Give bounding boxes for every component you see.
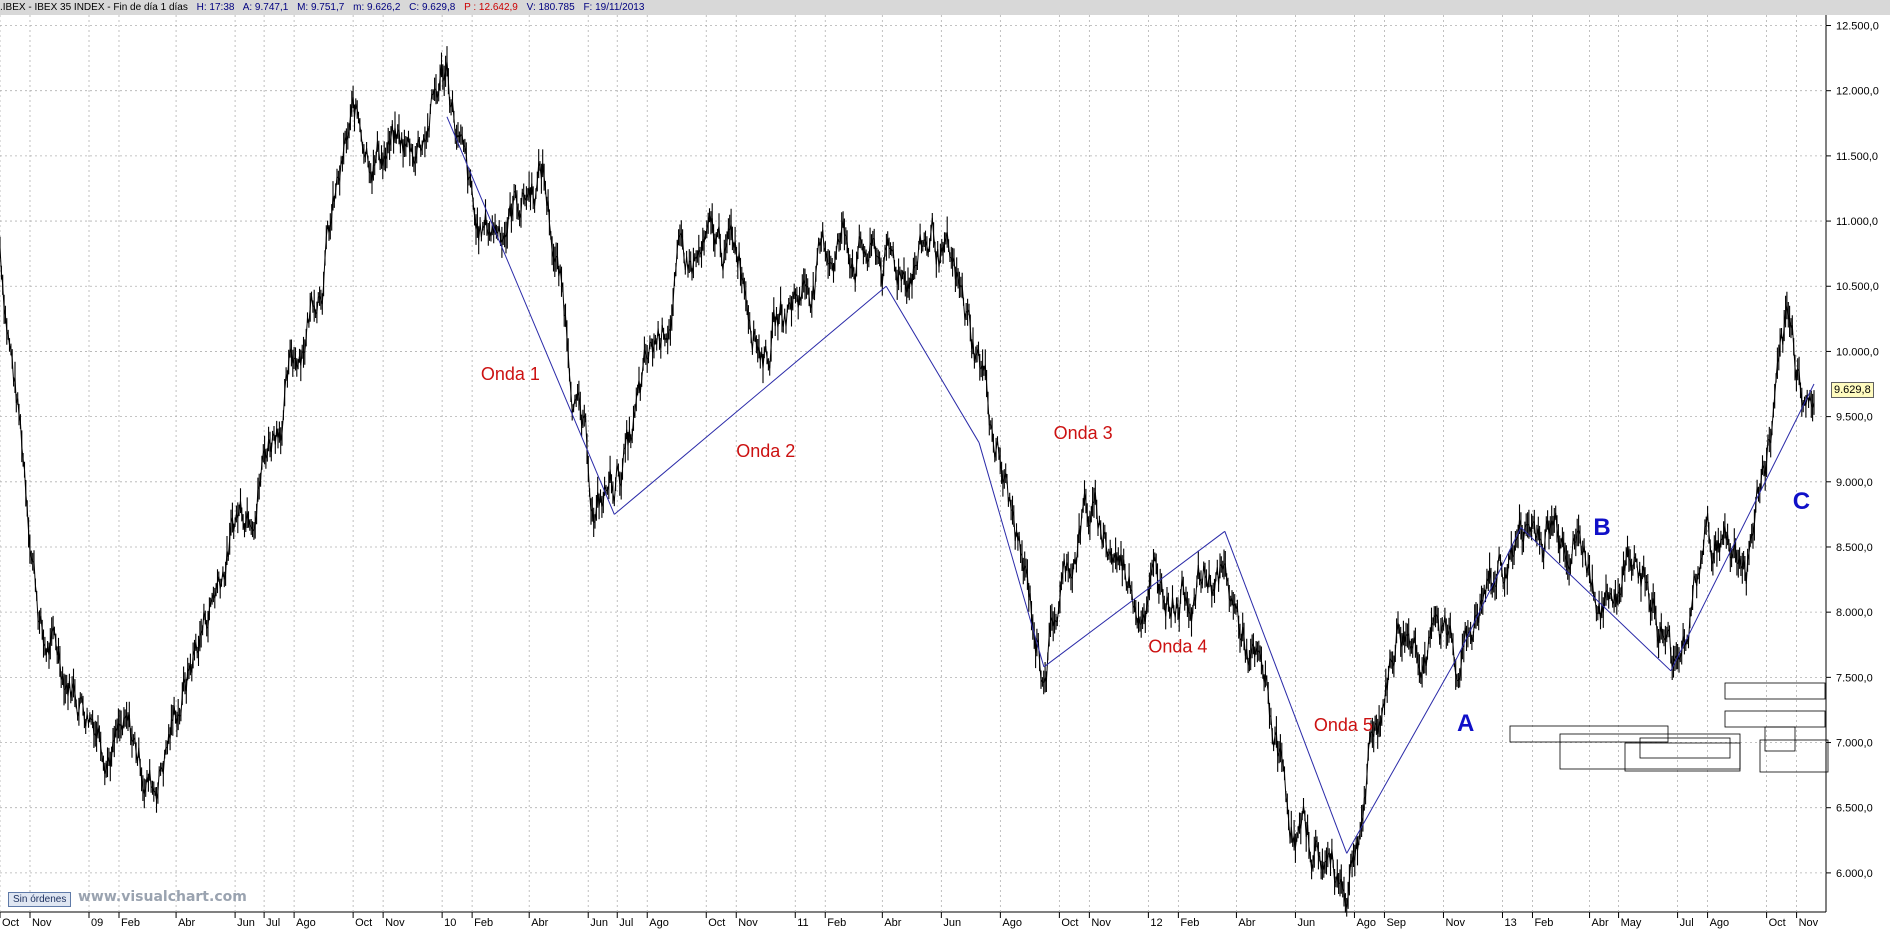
orders-button[interactable]: Sin órdenes — [8, 892, 72, 907]
x-tick-label: Nov — [385, 917, 405, 929]
wave-label: Onda 5 — [1314, 715, 1373, 735]
x-tick-label: Abr — [1238, 917, 1255, 929]
x-tick-label: Jun — [1297, 917, 1315, 929]
y-tick-label: 11.000,0 — [1836, 216, 1878, 228]
wave-label: Onda 3 — [1054, 423, 1113, 443]
x-tick-label: Feb — [1534, 917, 1553, 929]
y-tick-label: 10.000,0 — [1836, 346, 1879, 358]
hour-value: H: 17:38 — [196, 2, 235, 13]
date-value: F: 19/11/2013 — [583, 2, 645, 13]
elliott-wave-line — [1456, 527, 1522, 659]
drawing-object-box — [1624, 742, 1741, 772]
abc-wave-label: B — [1593, 514, 1610, 541]
elliott-wave-line — [446, 116, 615, 515]
chart-header: .IBEX - IBEX 35 INDEX - Fin de día 1 día… — [0, 0, 1890, 16]
drawing-object-box — [1639, 737, 1731, 759]
x-tick-label: Nov — [1445, 917, 1465, 929]
x-tick-label: Abr — [531, 917, 548, 929]
wave-label: Onda 4 — [1148, 637, 1207, 657]
x-tick-label: Abr — [884, 917, 901, 929]
abc-wave-label: A — [1457, 710, 1474, 737]
x-tick-label: Feb — [1180, 917, 1199, 929]
x-tick-label: Sep — [1386, 917, 1406, 929]
x-tick-label: Ago — [1002, 917, 1022, 929]
x-tick-label: Abr — [178, 917, 195, 929]
x-tick-label: Ago — [1710, 917, 1730, 929]
y-tick-label: 9.500,0 — [1836, 412, 1873, 424]
open-value: A: 9.747,1 — [242, 2, 289, 13]
y-tick-label: 12.500,0 — [1836, 21, 1879, 33]
x-tick-label: Abr — [1592, 917, 1609, 929]
x-tick-label: 10 — [444, 917, 456, 929]
elliott-wave-line — [885, 285, 980, 443]
x-tick-label: Ago — [649, 917, 669, 929]
x-tick-label: Feb — [827, 917, 846, 929]
elliott-wave-line — [614, 285, 887, 515]
elliott-wave-line — [1670, 383, 1815, 672]
x-tick-label: Feb — [121, 917, 140, 929]
y-tick-label: 8.000,0 — [1836, 607, 1873, 619]
x-tick-label: Oct — [2, 917, 19, 929]
x-tick-label: May — [1621, 917, 1642, 929]
x-tick-label: Oct — [1769, 917, 1786, 929]
x-tick-label: Jul — [1680, 917, 1694, 929]
x-tick-label: Feb — [474, 917, 493, 929]
previous-value: P : 12.642,9 — [464, 2, 518, 13]
volume-value: V: 180.785 — [526, 2, 575, 13]
close-value: C: 9.629,8 — [409, 2, 456, 13]
x-tick-label: Jun — [943, 917, 961, 929]
price-series-line — [0, 61, 1815, 908]
x-tick-label: Oct — [355, 917, 372, 929]
x-tick-label: Nov — [32, 917, 52, 929]
wave-label: Onda 1 — [481, 364, 540, 384]
y-tick-label: 6.500,0 — [1836, 803, 1873, 815]
abc-wave-label: C — [1793, 488, 1810, 515]
elliott-wave-line — [978, 442, 1045, 668]
elliott-wave-line — [1520, 527, 1672, 672]
x-tick-label: Ago — [1356, 917, 1376, 929]
drawing-object-box — [1759, 739, 1829, 773]
y-tick-label: 9.000,0 — [1836, 477, 1873, 489]
wave-label: Onda 2 — [736, 441, 795, 461]
x-tick-label: Oct — [708, 917, 725, 929]
x-tick-label: Nov — [738, 917, 758, 929]
x-tick-label: Jun — [237, 917, 255, 929]
price-chart[interactable]: 12.500,0 12.000,0 11.500,0 11.000,0 10.500,0… — [0, 15, 1890, 931]
y-tick-label: 11.500,0 — [1836, 151, 1878, 163]
y-tick-label: 6.000,0 — [1836, 868, 1873, 880]
high-value: M: 9.751,7 — [297, 2, 345, 13]
x-tick-label: Nov — [1091, 917, 1111, 929]
x-tick-label: Jun — [590, 917, 608, 929]
y-tick-label: 7.500,0 — [1836, 672, 1873, 684]
x-tick-label: Jul — [266, 917, 280, 929]
x-tick-label: Oct — [1061, 917, 1078, 929]
x-tick-label: Jul — [619, 917, 633, 929]
elliott-wave-line — [1043, 530, 1226, 668]
x-tick-label: 09 — [91, 917, 103, 929]
drawing-object-box — [1724, 682, 1826, 700]
y-tick-label: 7.000,0 — [1836, 738, 1873, 750]
x-tick-label: 13 — [1504, 917, 1516, 929]
y-tick-label: 10.500,0 — [1836, 281, 1879, 293]
plot-area — [0, 15, 1826, 912]
time-axis-panel — [0, 912, 1826, 931]
instrument-label: .IBEX - IBEX 35 INDEX - Fin de día 1 día… — [0, 2, 188, 13]
elliott-wave-line — [1346, 657, 1458, 854]
y-tick-label: 12.000,0 — [1836, 86, 1879, 98]
x-tick-label: Ago — [296, 917, 316, 929]
x-tick-label: Nov — [1799, 917, 1819, 929]
x-tick-label: 12 — [1150, 917, 1162, 929]
last-price-tag: 9.629,8 — [1831, 382, 1874, 398]
drawing-object-box — [1764, 726, 1796, 752]
price-axis-panel — [1826, 15, 1890, 931]
elliott-wave-line — [1224, 531, 1348, 854]
y-tick-label: 8.500,0 — [1836, 542, 1873, 554]
x-tick-label: 11 — [797, 917, 808, 929]
watermark: www.visualchart.com — [78, 889, 247, 905]
low-value: m: 9.626,2 — [353, 2, 401, 13]
